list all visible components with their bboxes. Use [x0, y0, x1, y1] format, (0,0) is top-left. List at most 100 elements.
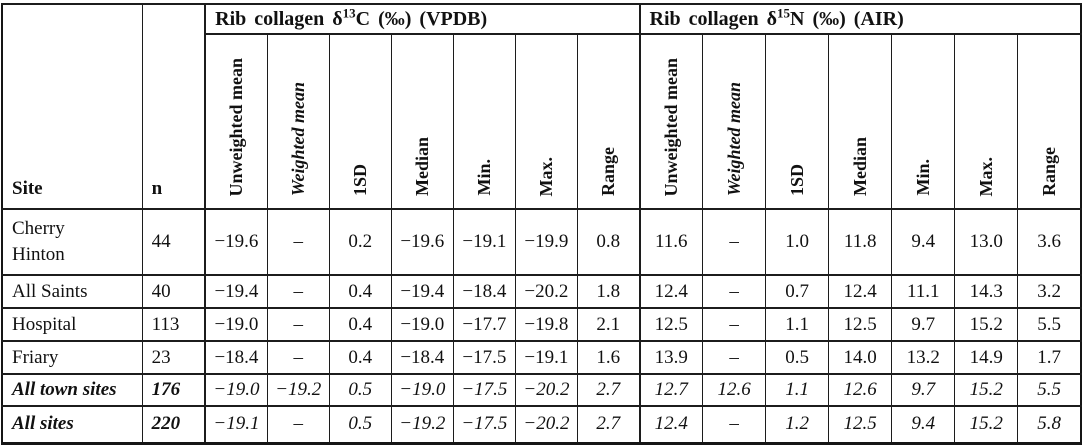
- value-cell-d13c-label: 0.5: [348, 379, 373, 400]
- value-cell-d15n: –: [702, 340, 767, 375]
- value-cell-d15n-label: 12.5: [843, 413, 877, 435]
- sample-count: 176: [141, 373, 206, 407]
- value-cell-d15n: 15.2: [954, 405, 1019, 444]
- value-cell-d15n-label: 0.7: [785, 280, 809, 302]
- value-cell-d15n-label: 9.7: [911, 379, 936, 400]
- group-header-d15n-prefix: Rib collagen δ: [649, 7, 778, 30]
- value-cell-d15n-label: 9.4: [911, 413, 936, 435]
- column-header-d15n-1sd: 1SD: [765, 33, 830, 210]
- column-header-d13c-median: Median: [390, 33, 454, 210]
- value-cell-d15n: –: [702, 208, 767, 276]
- value-cell-d15n-label: –: [729, 346, 739, 368]
- value-cell-d15n: 1.7: [1017, 340, 1082, 375]
- value-cell-d13c: −19.0: [390, 373, 454, 407]
- value-cell-d13c-label: −19.6: [400, 231, 445, 252]
- value-cell-d15n: 12.7: [638, 373, 704, 407]
- value-cell-d15n: 14.9: [954, 340, 1019, 375]
- value-cell-d15n-label: –: [729, 231, 739, 252]
- value-cell-d15n: 12.4: [828, 274, 893, 309]
- value-cell-d15n: 12.6: [828, 373, 893, 407]
- value-cell-d15n: 11.6: [638, 208, 704, 276]
- value-cell-d13c: −19.2: [266, 373, 330, 407]
- value-cell-d13c: –: [266, 307, 330, 342]
- value-cell-d13c: 0.4: [328, 274, 392, 309]
- column-header-d15n-range: Range: [1017, 33, 1082, 210]
- column-header-d15n-unweighted-mean: Unweighted mean: [638, 33, 704, 210]
- sample-count: 23: [141, 340, 206, 375]
- value-cell-d13c-label: 0.4: [348, 346, 373, 368]
- value-cell-d13c-label: –: [293, 231, 303, 252]
- column-header-label: Median: [411, 136, 432, 196]
- value-cell-d13c-label: −18.4: [462, 280, 507, 302]
- value-cell-d15n-label: 14.3: [969, 280, 1003, 302]
- column-header-d15n-weighted-mean: Weighted mean: [702, 33, 767, 210]
- value-cell-d13c-label: –: [293, 313, 303, 335]
- site-name: Friary: [1, 340, 143, 375]
- column-header-label: Max.: [535, 156, 556, 197]
- value-cell-d13c: −19.9: [514, 208, 578, 276]
- value-cell-d13c: −18.4: [390, 340, 454, 375]
- value-cell-d13c: 0.8: [576, 208, 641, 276]
- value-cell-d13c-label: −20.2: [523, 379, 570, 400]
- value-cell-d15n-label: 14.0: [843, 346, 877, 368]
- value-cell-d13c: 0.5: [328, 373, 392, 407]
- table-row: Friary 23 −18.4 – 0.4 −18.4 −17.5 −19.1 1.6 13.9 –…: [1, 340, 1082, 375]
- value-cell-d13c: 2.7: [576, 405, 641, 444]
- value-cell-d13c-label: −19.6: [214, 231, 259, 252]
- value-cell-d15n: 9.7: [891, 307, 956, 342]
- value-cell-d15n-label: 1.7: [1037, 346, 1062, 368]
- value-cell-d13c: −19.4: [390, 274, 454, 309]
- value-cell-d13c: 1.8: [576, 274, 641, 309]
- value-cell-d13c: 0.2: [328, 208, 392, 276]
- site-name-label: All sites: [12, 413, 74, 435]
- value-cell-d15n-label: 11.6: [655, 231, 688, 252]
- value-cell-d13c-label: 0.8: [596, 231, 621, 252]
- value-cell-d15n: 15.2: [954, 307, 1019, 342]
- value-cell-d13c: −19.6: [204, 208, 268, 276]
- value-cell-d13c-label: −19.4: [400, 280, 445, 302]
- column-header-label: 1SD: [786, 163, 807, 196]
- value-cell-d13c-label: −19.0: [214, 313, 259, 335]
- value-cell-d13c-label: −18.4: [214, 346, 259, 368]
- value-cell-d15n: 1.1: [765, 373, 830, 407]
- value-cell-d13c-label: −19.1: [524, 346, 569, 368]
- value-cell-d13c: –: [266, 274, 330, 309]
- value-cell-d13c-label: −20.2: [524, 280, 569, 302]
- value-cell-d15n-label: 12.4: [654, 280, 688, 302]
- value-cell-d13c-label: −19.0: [213, 379, 260, 400]
- column-header-label: Median: [849, 136, 870, 196]
- sample-count: 44: [141, 208, 206, 276]
- isotope-stats-table: Site n Rib collagen δ13C (‰) (VPDB) Rib …: [1, 3, 1082, 445]
- column-header-d13c-range: Range: [576, 33, 641, 210]
- site-name-label: All town sites: [12, 379, 117, 401]
- value-cell-d13c: −19.2: [390, 405, 454, 444]
- sample-count-label: 220: [151, 413, 181, 435]
- value-cell-d15n-label: –: [729, 313, 739, 335]
- value-cell-d15n: 12.5: [828, 307, 893, 342]
- value-cell-d13c: 2.1: [576, 307, 641, 342]
- value-cell-d13c: −18.4: [452, 274, 516, 309]
- site-name: Cherry Hinton: [1, 208, 143, 276]
- column-header-label: Range: [1038, 147, 1059, 196]
- value-cell-d13c-label: −18.4: [400, 346, 445, 368]
- value-cell-d13c-label: −17.5: [461, 379, 508, 400]
- value-cell-d13c: −19.8: [514, 307, 578, 342]
- value-cell-d13c-label: –: [293, 346, 303, 368]
- column-header-label: Max.: [975, 156, 996, 197]
- value-cell-d15n: 12.4: [638, 405, 704, 444]
- value-cell-d15n: 12.5: [828, 405, 893, 444]
- value-cell-d15n: 14.0: [828, 340, 893, 375]
- value-cell-d13c-label: –: [293, 413, 303, 435]
- value-cell-d15n-label: 1.2: [785, 413, 809, 435]
- value-cell-d15n: 14.3: [954, 274, 1019, 309]
- column-header-label: Unweighted mean: [660, 57, 681, 197]
- sample-count-label: 23: [151, 346, 171, 368]
- sample-count-label: 113: [151, 313, 180, 335]
- sample-count: 220: [141, 405, 206, 444]
- value-cell-d13c: −17.5: [452, 373, 516, 407]
- value-cell-d15n-label: 14.9: [969, 346, 1003, 368]
- value-cell-d15n-label: 1.0: [785, 231, 809, 252]
- site-name-label: Hospital: [12, 313, 77, 335]
- value-cell-d15n-label: 13.2: [906, 346, 940, 368]
- group-header-d13c-prefix: Rib collagen δ: [215, 7, 343, 30]
